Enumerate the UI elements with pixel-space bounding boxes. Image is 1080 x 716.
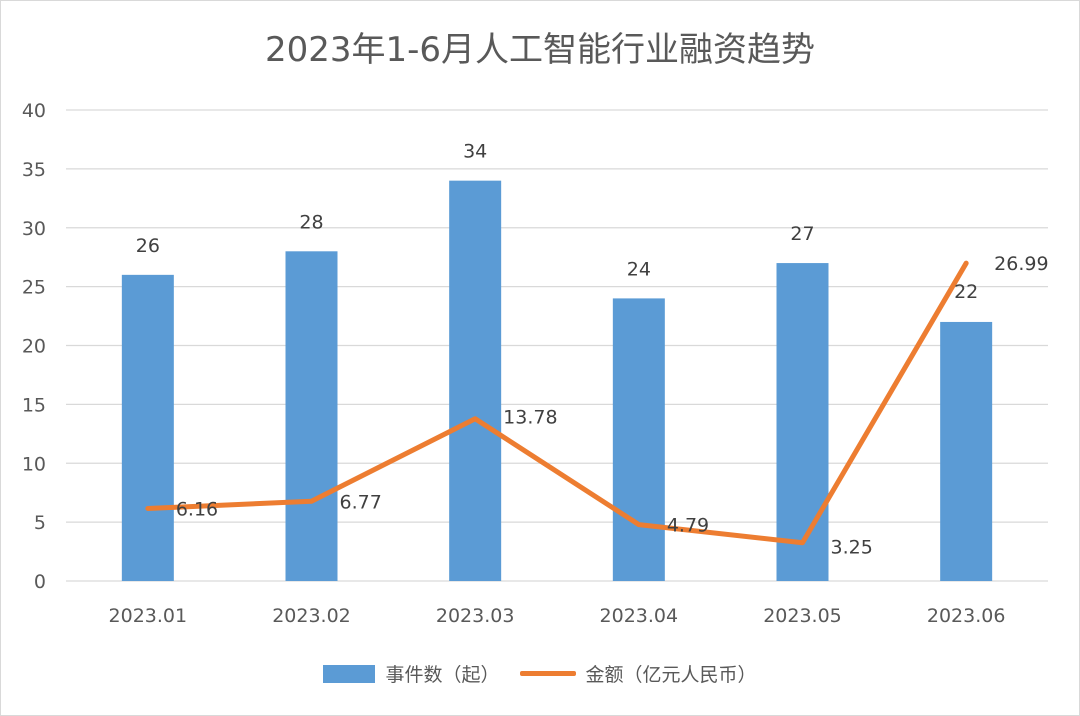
line-data-label: 6.16 [176, 498, 218, 520]
bar [449, 180, 502, 581]
line-data-label: 6.77 [340, 491, 382, 513]
legend-item-line: 金额（亿元人民币） [519, 660, 757, 687]
bar-data-label: 22 [954, 281, 978, 303]
legend-label-bar: 事件数（起） [385, 664, 500, 686]
line-point [146, 506, 150, 510]
x-tick-label: 2023.06 [927, 605, 1006, 627]
y-tick-label: 10 [22, 453, 46, 475]
y-tick-label: 0 [34, 571, 46, 593]
legend-swatch-line [519, 671, 576, 676]
line-data-label: 3.25 [831, 537, 873, 559]
bar [940, 321, 993, 581]
line-series [145, 260, 969, 546]
y-tick-label: 5 [34, 512, 46, 534]
legend-item-bar: 事件数（起） [323, 660, 500, 687]
line-point [801, 541, 804, 545]
y-tick-label: 15 [22, 394, 46, 416]
x-tick-label: 2023.02 [272, 605, 351, 627]
chart-legend: 事件数（起） 金额（亿元人民币） [0, 660, 1080, 687]
y-tick-label: 20 [22, 336, 46, 358]
legend-label-line: 金额（亿元人民币） [585, 664, 757, 686]
line-data-label: 26.99 [994, 253, 1048, 275]
line-point [637, 523, 641, 527]
x-tick-label: 2023.04 [600, 605, 679, 627]
bar [612, 298, 665, 581]
line-data-label: 4.79 [667, 515, 709, 537]
y-tick-label: 25 [22, 277, 46, 299]
bar-data-label: 26 [136, 235, 160, 257]
y-tick-label: 35 [22, 159, 46, 181]
bar-data-label: 27 [790, 223, 814, 245]
bar-data-label: 24 [627, 258, 651, 280]
legend-swatch-bar [323, 664, 376, 683]
line-point [964, 261, 968, 265]
bar [121, 274, 174, 581]
line-point [310, 499, 313, 503]
x-tick-label: 2023.05 [763, 605, 842, 627]
chart-title: 2023年1-6月人工智能行业融资趋势 [264, 30, 816, 70]
x-tick-label: 2023.01 [109, 605, 188, 627]
bar-data-label: 34 [463, 141, 487, 163]
x-tick-label: 2023.03 [436, 605, 515, 627]
bar [776, 263, 829, 581]
y-tick-label: 40 [22, 100, 46, 122]
line-point [473, 417, 477, 421]
y-tick-label: 30 [22, 218, 46, 240]
bar-data-label: 28 [299, 211, 323, 233]
bar [285, 251, 338, 582]
line-data-label: 13.78 [503, 407, 557, 429]
